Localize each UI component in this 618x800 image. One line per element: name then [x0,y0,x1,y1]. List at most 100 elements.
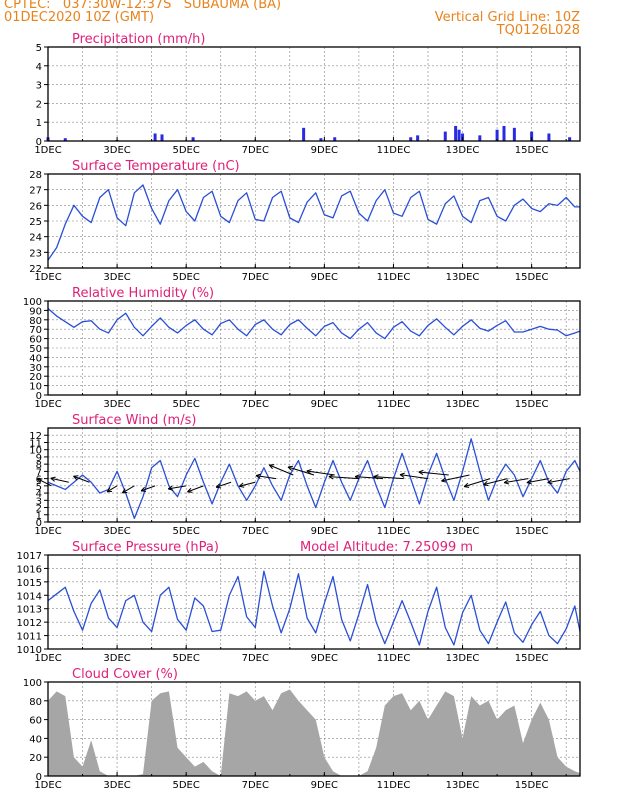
wind-xtick-label: 1DEC [34,526,61,537]
pressure-line [47,570,581,646]
temperature-xtick-label: 3DEC [103,272,130,283]
pressure-ytick-label: 1013 [17,605,42,616]
precipitation-xtick-label: 9DEC [311,145,338,156]
humidity-line [47,308,581,340]
cloud-cover-xtick-label: 9DEC [311,780,338,791]
cloud-cover-xtick-label: 15DEC [515,780,549,791]
cloud-cover-ytick-label: 40 [29,734,42,745]
humidity-xtick-label: 11DEC [377,399,411,410]
precipitation-ytick-label: 2 [36,99,42,110]
wind-ytick-label: 7 [36,467,42,478]
wind-arrow-head [399,474,405,478]
temperature-ytick-label: 23 [29,248,42,259]
humidity-ytick-label: 100 [23,297,42,308]
wind-arrow [255,475,277,480]
humidity-ytick-label: 70 [29,325,42,336]
precipitation-bar [502,125,506,141]
cloud-cover-ytick-label: 100 [23,678,42,689]
wind-arrow-head [187,487,192,493]
pressure-xtick-label: 3DEC [103,653,130,664]
wind-arrow-head [168,488,174,491]
cloud-cover-xtick-label: 5DEC [172,780,199,791]
precipitation-bar [512,127,516,141]
wind-title: Surface Wind (m/s) [72,413,196,428]
humidity-xtick-label: 9DEC [311,399,338,410]
cloud-cover-ytick-label: 80 [29,697,42,708]
temperature-xtick-label: 1DEC [34,272,61,283]
wind-arrow [215,481,232,488]
cloud-cover-xtick-label: 1DEC [34,780,61,791]
pressure-xtick-label: 5DEC [172,653,199,664]
wind-ytick-label: 5 [36,482,42,493]
cloud-cover-xtick-label: 7DEC [242,780,269,791]
pressure-xtick-label: 7DEC [242,653,269,664]
pressure-xtick-label: 1DEC [34,653,61,664]
humidity-ytick-label: 40 [29,353,42,364]
precipitation-ytick-label: 3 [36,81,42,92]
precipitation-bar [547,133,551,141]
pressure-ytick-label: 1015 [17,578,42,589]
wind-arrow [441,474,470,482]
vertical-grid-line-note: Vertical Grid Line: 10Z [434,10,580,25]
humidity-xtick-label: 3DEC [103,399,130,410]
wind-arrow-head [547,479,552,484]
temperature-title: Surface Temperature (nC) [72,159,240,174]
wind-arrow-head [463,482,469,487]
pressure-ytick-label: 1014 [17,591,42,602]
wind-arrow-head [106,487,111,493]
cloud-cover-ytick-label: 0 [36,772,42,783]
temperature-xtick-label: 5DEC [172,272,199,283]
wind-arrow-head [287,465,294,468]
wind-arrow-head [503,479,509,484]
wind-arrow-head [547,482,553,485]
wind-ytick-label: 8 [36,460,42,471]
humidity-xtick-label: 13DEC [446,399,480,410]
wind-arrow [418,471,449,476]
wind-arrow-head [287,466,293,471]
precipitation-bar [478,135,482,141]
wind-arrow-head [216,486,222,489]
wind-arrow-head [167,485,173,490]
humidity-title: Relative Humidity (%) [72,286,214,301]
precipitation-xtick-label: 7DEC [242,145,269,156]
precipitation-bar [191,137,195,141]
pressure-ytick-label: 1010 [17,645,42,656]
wind-arrow-head [504,482,510,485]
wind-arrow [269,464,294,476]
wind-arrow [547,478,570,484]
wind-arrow-head [328,474,334,478]
wind-xtick-label: 5DEC [172,526,199,537]
cloud-cover-title: Cloud Cover (%) [72,667,178,682]
temperature-panel: 22 23 24 25 26 27 28 1DEC 3DEC 5DEC 7DEC 9DEC 11DEC 1… [29,159,581,283]
pressure-xtick-label: 9DEC [311,653,338,664]
pressure-title: Surface Pressure (hPa) [72,540,219,555]
precipitation-frame [47,46,581,142]
wind-arrow [140,485,156,492]
wind-arrow-head [373,474,379,478]
wind-arrow [168,485,187,490]
wind-arrow-head [255,475,261,479]
wind-frame [47,427,581,523]
cloud-cover-area [48,689,580,776]
humidity-ytick-label: 30 [29,363,42,374]
humidity-ytick-label: 20 [29,372,42,383]
precipitation-panel: 0 1 2 3 4 5 1DEC 3DEC 5DEC 7DEC 9DEC 11DEC 13DEC 15DE… [34,32,581,156]
precipitation-bar [160,134,164,141]
pressure-ytick-label: 1011 [17,632,42,643]
precipitation-title: Precipitation (mm/h) [72,32,205,47]
humidity-xtick-label: 1DEC [34,399,61,410]
wind-arrow [355,476,384,480]
precipitation-bar [457,129,461,141]
wind-arrow-head [399,472,405,476]
pressure-xtick-label: 11DEC [377,653,411,664]
cloud-cover-panel: 0 20 40 60 80 100 1DEC 3DEC 5DEC 7DEC 9DEC 11DEC 13D… [23,667,581,791]
humidity-xtick-label: 5DEC [172,399,199,410]
wind-line [47,438,581,520]
wind-xtick-label: 15DEC [515,526,549,537]
wind-ytick-label: 1 [36,511,42,522]
wind-ytick-label: 9 [36,453,42,464]
wind-ytick-label: 6 [36,475,42,486]
precipitation-xtick-label: 13DEC [446,145,480,156]
